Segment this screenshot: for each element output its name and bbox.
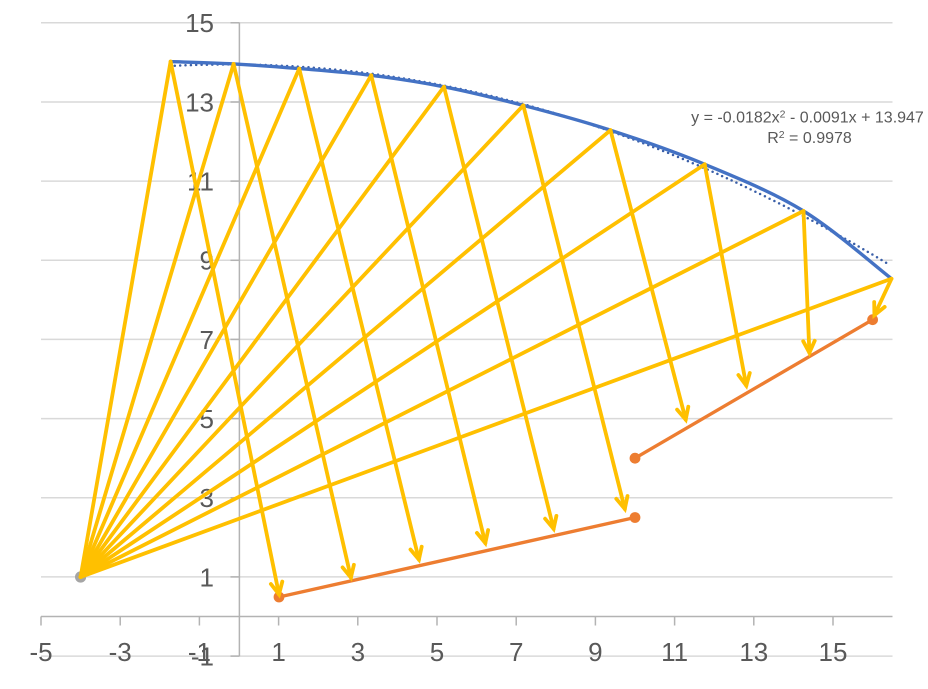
svg-text:-1: -1 xyxy=(191,642,214,672)
svg-text:9: 9 xyxy=(588,637,602,667)
svg-text:-5: -5 xyxy=(29,637,52,667)
svg-text:11: 11 xyxy=(661,637,688,667)
svg-text:7: 7 xyxy=(509,637,523,667)
svg-text:1: 1 xyxy=(271,637,285,667)
svg-text:13: 13 xyxy=(185,87,214,117)
svg-text:15: 15 xyxy=(185,8,214,38)
svg-text:-3: -3 xyxy=(109,637,132,667)
svg-text:-1: -1 xyxy=(188,637,211,667)
svg-text:3: 3 xyxy=(351,637,365,667)
svg-text:5: 5 xyxy=(430,637,444,667)
svg-text:13: 13 xyxy=(739,637,768,667)
svg-text:1: 1 xyxy=(200,562,214,592)
svg-text:15: 15 xyxy=(819,637,848,667)
svg-text:y = -0.0182x2 - 0.0091x + 13.9: y = -0.0182x2 - 0.0091x + 13.947 xyxy=(691,109,924,127)
svg-text:7: 7 xyxy=(200,325,214,355)
svg-text:R2 = 0.9978: R2 = 0.9978 xyxy=(767,129,852,147)
